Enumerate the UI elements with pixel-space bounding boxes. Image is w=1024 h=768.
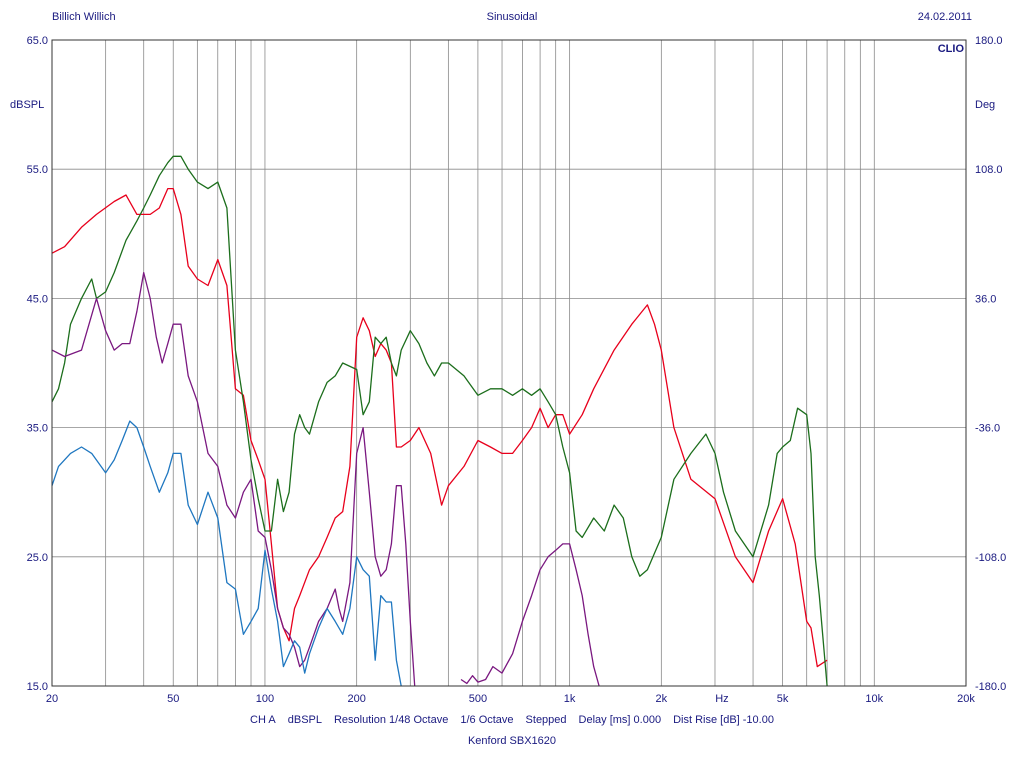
x-axis-unit-label: Hz: [715, 693, 728, 705]
y2-axis-label: Deg: [975, 99, 996, 111]
plot-frame: [51, 39, 967, 687]
x-tick-label: 5k: [777, 693, 789, 705]
series-trace: [51, 187, 828, 668]
x-tick-label: 100: [256, 693, 274, 705]
chart-title: Sinusoidal: [486, 11, 538, 23]
traces: [51, 155, 828, 687]
device-name: Kenford SBX1620: [467, 735, 557, 747]
tick-labels: 15.0 25.0 35.0 45.0 55.0 65.0 -180.0 -108.0 -36.…: [27, 35, 1007, 705]
y2-tick-label: -180.0: [975, 681, 1006, 693]
measurement-settings: CH A dBSPL Resolution 1/48 Octave 1/6 Octav…: [0, 714, 1024, 726]
series-trace: [51, 155, 828, 687]
x-tick-label: 2k: [656, 693, 668, 705]
setting-item: CH A: [250, 714, 276, 726]
y2-tick-label: 36.0: [975, 293, 996, 305]
setting-item: dBSPL: [287, 714, 322, 726]
x-tick-label: 500: [469, 693, 487, 705]
setting-item: 1/6 Octave: [460, 714, 514, 726]
setting-item: Stepped: [525, 714, 567, 726]
setting-item: Resolution 1/48 Octave: [333, 714, 449, 726]
y-tick-label: 45.0: [27, 293, 48, 305]
series-trace: [51, 271, 416, 687]
x-tick-label: 20: [46, 693, 58, 705]
y-tick-label: 15.0: [27, 681, 48, 693]
y-axis-label: dBSPL: [10, 99, 45, 111]
y-tick-label: 55.0: [27, 164, 48, 176]
series-trace: [51, 420, 402, 687]
x-tick-label: 20k: [957, 693, 975, 705]
grid: [52, 39, 966, 687]
y-tick-label: 35.0: [27, 423, 48, 435]
series-trace: [460, 543, 600, 687]
x-tick-label: 50: [167, 693, 179, 705]
setting-item: Delay [ms] 0.000: [578, 714, 662, 726]
header-left-title: Billich Willich: [52, 11, 116, 23]
x-tick-label: 200: [347, 693, 365, 705]
y2-tick-label: 108.0: [975, 164, 1003, 176]
x-tick-label: 10k: [865, 693, 883, 705]
x-tick-label: 1k: [564, 693, 576, 705]
y-tick-label: 65.0: [27, 35, 48, 47]
y2-tick-label: -36.0: [975, 423, 1000, 435]
clio-brand-label: CLIO: [937, 43, 964, 55]
header-date: 24.02.2011: [917, 11, 972, 23]
y2-tick-label: -108.0: [975, 552, 1006, 564]
y2-tick-label: 180.0: [975, 35, 1003, 47]
setting-item: Dist Rise [dB] -10.00: [673, 714, 774, 726]
y-tick-label: 25.0: [27, 552, 48, 564]
